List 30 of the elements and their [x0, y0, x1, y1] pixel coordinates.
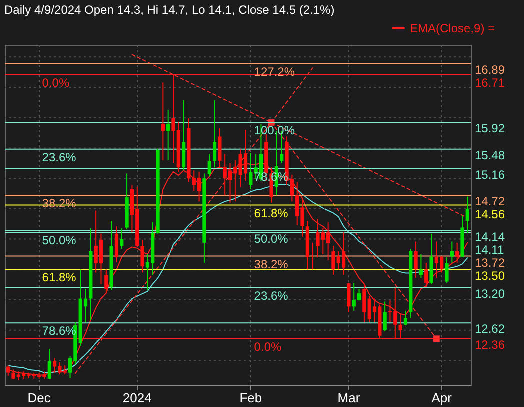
annotation: 23.6%: [42, 150, 77, 164]
ref-line-label: 13.50: [475, 268, 506, 283]
ref-line-label: 12.62: [475, 322, 506, 336]
legend-label: EMA(Close,9) =: [410, 22, 496, 36]
x-tick-label: Apr: [432, 390, 453, 406]
annotation: 0.0%: [42, 76, 70, 90]
ref-line-label: 16.71: [475, 76, 506, 90]
annotation: 50.0%: [254, 232, 289, 246]
annotation: 38.2%: [254, 257, 289, 272]
ref-line-label: 15.92: [475, 122, 506, 136]
annotation: 61.8%: [254, 206, 289, 220]
ref-line-label: 13.72: [475, 256, 506, 270]
x-tick-label: 2024: [122, 390, 152, 406]
annotation: 61.8%: [42, 270, 77, 285]
chart-title: Daily 4/9/2024 Open 14.3, Hi 14.7, Lo 14.1, Close 14.5 (2.1%): [4, 3, 335, 17]
ref-line-label: 14.11: [475, 242, 504, 257]
ref-line-label: 15.48: [475, 148, 506, 162]
ref-line-label: 13.20: [475, 286, 506, 301]
x-tick-label: Feb: [240, 390, 262, 406]
ref-line-label: 15.16: [475, 168, 506, 182]
ref-line-label: 14.72: [475, 194, 506, 209]
x-tick-label: Mar: [338, 390, 361, 406]
ref-line-label: 12.36: [475, 338, 506, 352]
annotation: 23.6%: [254, 288, 289, 303]
ref-line-label: 14.14: [475, 230, 506, 244]
x-tick-label: Dec: [28, 390, 52, 406]
ref-line-label: 16.89: [475, 62, 506, 77]
annotation: 50.0%: [42, 234, 77, 248]
ref-line-label: 14.56: [475, 208, 506, 222]
annotation: 0.0%: [254, 340, 282, 354]
